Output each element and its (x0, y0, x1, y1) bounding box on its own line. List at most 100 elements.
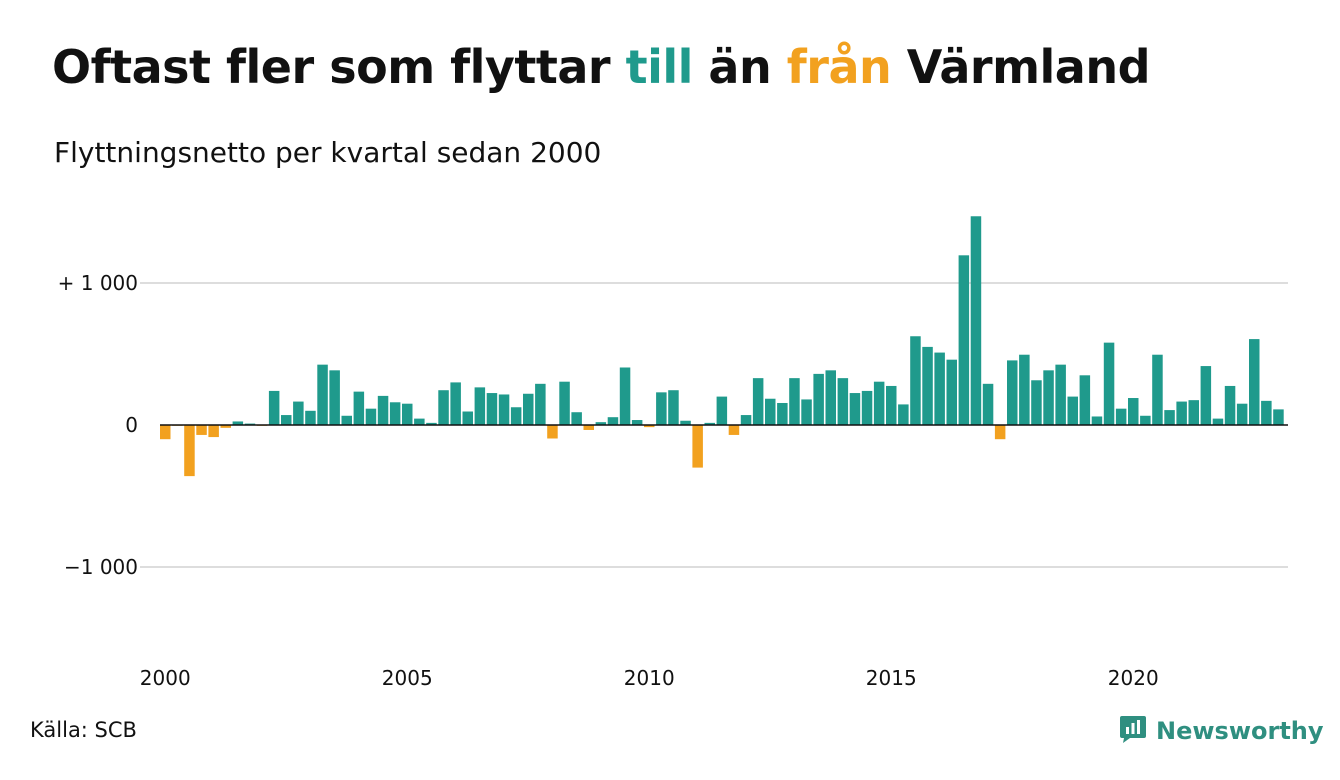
bar (777, 402, 788, 425)
bar (656, 392, 667, 425)
bar (377, 395, 389, 425)
title-part-3: Värmland (891, 40, 1151, 94)
bar (160, 425, 171, 440)
bar (184, 425, 195, 477)
bar (849, 393, 861, 425)
bar (510, 407, 522, 425)
bar (994, 425, 1006, 440)
bar (365, 408, 377, 425)
bar (220, 425, 231, 428)
x-axis-tick-labels: 2000 2005 2010 2015 2020 (140, 666, 1159, 690)
bar (232, 421, 244, 425)
bar (668, 390, 679, 425)
x-tick-label: 2020 (1108, 666, 1159, 690)
bar (535, 383, 546, 425)
source-note: Källa: SCB (30, 718, 137, 742)
title-part-1: Oftast fler som flyttar (52, 40, 626, 94)
bar (571, 412, 582, 425)
bar (752, 378, 764, 425)
bar (704, 422, 715, 425)
title-positive-word: till (625, 40, 694, 94)
y-axis-tick-labels: + 1 000 0 −1 000 (58, 271, 138, 579)
bar (958, 255, 970, 425)
bar (450, 382, 461, 425)
bar (293, 401, 304, 425)
bar (523, 393, 534, 425)
bar (402, 403, 413, 425)
bar (414, 418, 425, 425)
bar (765, 398, 776, 425)
bar (728, 425, 740, 435)
bar (607, 417, 619, 425)
bar (970, 216, 982, 425)
bar (317, 364, 328, 425)
bar (462, 411, 473, 425)
bar (801, 399, 812, 425)
bar (644, 425, 655, 428)
bar (1164, 410, 1175, 425)
bar (1091, 416, 1103, 425)
x-tick-label: 2010 (624, 666, 675, 690)
bar (837, 378, 849, 425)
bar (1079, 375, 1091, 425)
bars (160, 216, 1284, 477)
x-tick-label: 2000 (140, 666, 191, 690)
bar (886, 385, 897, 425)
bar (1188, 400, 1199, 425)
bar (474, 387, 486, 425)
bar (898, 404, 909, 425)
bar (426, 422, 437, 425)
bar (341, 415, 352, 425)
bar (680, 420, 691, 425)
bar (619, 367, 631, 425)
x-tick-label: 2015 (866, 666, 917, 690)
bar (268, 390, 280, 425)
title-part-2: än (692, 40, 787, 94)
bar (1176, 401, 1187, 425)
bar (1273, 409, 1284, 425)
bar (208, 425, 219, 438)
bar (946, 359, 957, 425)
bar (1249, 339, 1260, 425)
x-tick-label: 2005 (382, 666, 433, 690)
bar (1236, 403, 1248, 425)
chart-bubble-icon (1118, 714, 1148, 748)
bar (861, 390, 873, 425)
brand-logo: Newsworthy (1118, 714, 1324, 748)
bar (1055, 364, 1066, 425)
chart-title: Oftast fler som flyttar till än från Vär… (52, 40, 1150, 94)
y-tick-label: + 1 000 (58, 271, 138, 295)
brand-name: Newsworthy (1156, 717, 1324, 745)
bar (305, 410, 316, 425)
bar (559, 381, 570, 425)
bar (438, 390, 449, 425)
bar (547, 425, 558, 439)
bar (1019, 354, 1030, 425)
bar (595, 422, 607, 425)
bar (789, 378, 800, 425)
bar (1261, 400, 1272, 425)
bar (1224, 385, 1236, 425)
bar (389, 402, 401, 425)
title-negative-word: från (786, 40, 892, 94)
bar (813, 373, 824, 425)
bar (1031, 380, 1042, 425)
bar (1067, 396, 1078, 425)
bar (740, 415, 752, 425)
chart-subtitle: Flyttningsnetto per kvartal sedan 2000 (54, 136, 602, 169)
gridlines (140, 282, 1288, 568)
bar (498, 394, 510, 425)
bar (1212, 418, 1224, 425)
bar (353, 391, 365, 425)
bar (631, 420, 643, 425)
bar (692, 425, 703, 468)
bar (1152, 354, 1163, 425)
bar (1043, 370, 1054, 425)
bar (982, 383, 994, 425)
bar (1115, 408, 1127, 425)
bar (825, 370, 836, 425)
bar (716, 396, 728, 425)
bar (583, 425, 594, 430)
bar (1140, 415, 1151, 425)
